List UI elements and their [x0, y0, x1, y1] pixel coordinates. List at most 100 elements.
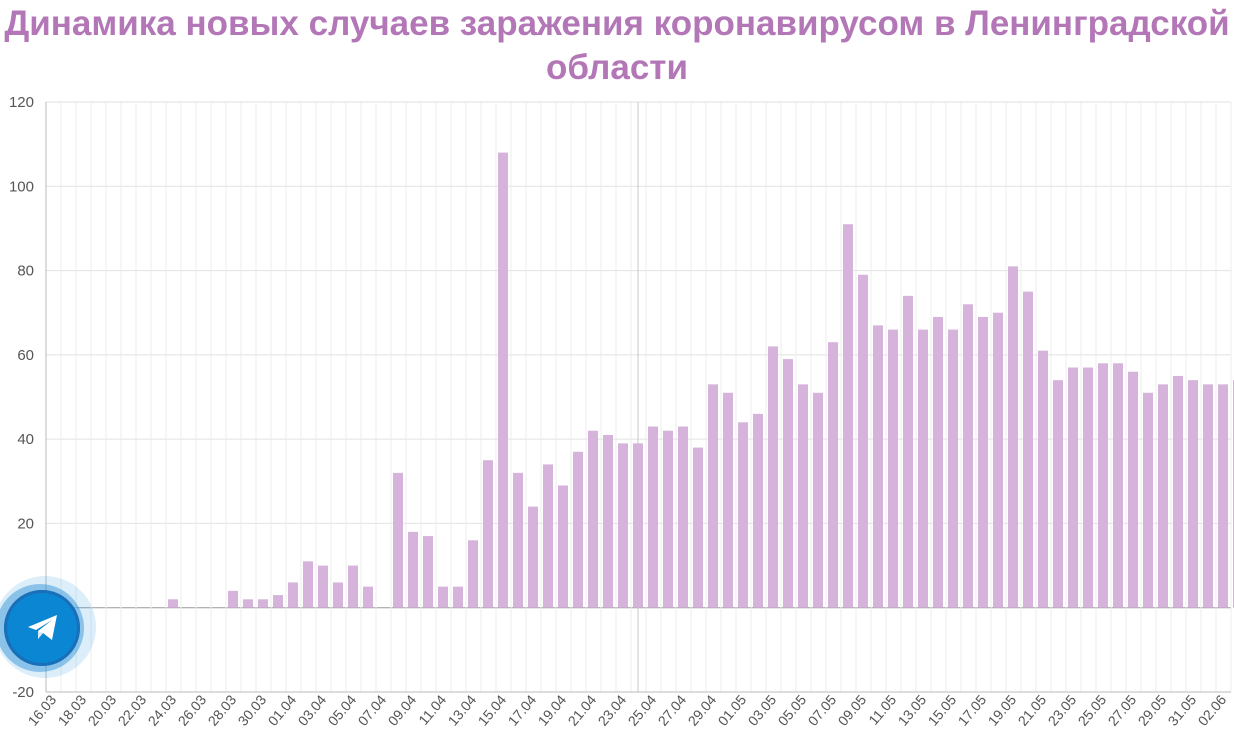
bar-28.03	[228, 590, 238, 608]
x-tick-label: 18.03	[55, 691, 90, 728]
x-tick-label: 01.04	[265, 691, 300, 728]
x-tick-label: 09.04	[385, 691, 420, 728]
bar-22.05	[1053, 380, 1063, 608]
x-tick-labels: 16.0318.0320.0322.0324.0326.0328.0330.03…	[25, 691, 1230, 728]
bar-28.04	[693, 447, 703, 608]
bar-29.03	[243, 599, 253, 608]
x-tick-label: 20.03	[85, 691, 120, 728]
x-tick-label: 24.03	[145, 691, 180, 728]
x-tick-label: 13.05	[895, 691, 930, 728]
y-tick-label: -20	[12, 684, 34, 701]
bar-05.04	[348, 565, 358, 608]
x-tick-label: 31.05	[1165, 691, 1200, 728]
x-tick-label: 01.05	[715, 691, 750, 728]
x-tick-label: 17.04	[505, 691, 540, 728]
x-tick-label: 07.05	[805, 691, 840, 728]
bar-24.05	[1083, 367, 1093, 608]
y-tick-label: 20	[17, 515, 34, 532]
x-tick-label: 02.06	[1195, 691, 1230, 728]
x-tick-label: 11.05	[865, 691, 899, 727]
bar-06.05	[813, 392, 823, 608]
x-tick-label: 03.04	[295, 691, 330, 728]
bar-17.05	[978, 316, 988, 608]
bar-12.05	[903, 295, 913, 608]
bar-13.04	[468, 540, 478, 608]
bar-01.05	[738, 422, 748, 608]
y-tick-label: 40	[17, 431, 34, 448]
bar-21.04	[588, 430, 598, 608]
x-tick-label: 17.05	[955, 691, 990, 728]
bar-20.05	[1023, 291, 1033, 608]
x-tick-label: 27.04	[655, 691, 690, 728]
bar-31.05	[1188, 380, 1198, 608]
bar-25.04	[648, 426, 658, 608]
bar-27.05	[1128, 371, 1138, 608]
bar-15.04	[498, 152, 508, 608]
bar-02.05	[753, 413, 763, 608]
bar-24.04	[633, 443, 643, 608]
y-tick-label: 100	[9, 178, 34, 195]
x-tick-label: 26.03	[175, 691, 210, 728]
bar-15.05	[948, 329, 958, 608]
x-tick-label: 23.05	[1045, 691, 1080, 728]
x-tick-label: 05.04	[325, 691, 360, 728]
bar-27.04	[678, 426, 688, 608]
x-tick-label: 28.03	[205, 691, 240, 728]
x-tick-label: 03.05	[745, 691, 780, 728]
bar-04.05	[783, 359, 793, 608]
x-tick-label: 13.04	[445, 691, 480, 728]
bar-06.04	[363, 586, 373, 608]
x-tick-label: 29.05	[1135, 691, 1170, 728]
bar-29.05	[1158, 384, 1168, 608]
y-tick-label: 80	[17, 263, 34, 280]
bar-26.04	[663, 430, 673, 608]
x-tick-label: 21.05	[1015, 691, 1050, 728]
bar-24.03	[168, 599, 178, 608]
bar-18.04	[543, 464, 553, 608]
x-tick-label: 21.04	[565, 691, 600, 728]
bar-26.05	[1113, 363, 1123, 608]
bar-23.04	[618, 443, 628, 608]
x-tick-label: 09.05	[835, 691, 870, 728]
x-tick-label: 25.05	[1075, 691, 1110, 728]
x-tick-label: 22.03	[115, 691, 150, 728]
bar-14.04	[483, 460, 493, 608]
x-tick-label: 23.04	[595, 691, 630, 728]
bar-01.06	[1203, 384, 1213, 608]
bar-04.04	[333, 582, 343, 608]
x-tick-label: 29.04	[685, 691, 720, 728]
bar-19.05	[1008, 266, 1018, 608]
bar-10.05	[873, 325, 883, 608]
bar-08.05	[843, 224, 853, 608]
bar-22.04	[603, 434, 613, 608]
bar-20.04	[573, 451, 583, 608]
bar-07.05	[828, 342, 838, 608]
bar-02.04	[303, 561, 313, 608]
x-tick-label: 27.05	[1105, 691, 1140, 728]
bar-11.04	[438, 586, 448, 608]
x-tick-label: 19.04	[535, 691, 570, 728]
bar-30.04	[723, 392, 733, 608]
x-tick-label: 15.05	[925, 691, 960, 728]
y-tick-label: 60	[17, 347, 34, 364]
x-tick-label: 15.04	[475, 691, 510, 728]
bar-16.04	[513, 472, 523, 608]
bar-13.05	[918, 329, 928, 608]
bar-10.04	[423, 536, 433, 608]
bar-09.05	[858, 274, 868, 608]
bar-29.04	[708, 384, 718, 608]
telegram-paper-plane-icon	[28, 615, 57, 640]
x-tick-label: 30.03	[235, 691, 270, 728]
x-tick-label: 25.04	[625, 691, 660, 728]
bar-30.05	[1173, 375, 1183, 608]
chart-title: Динамика новых случаев заражения коронав…	[4, 4, 1230, 87]
bar-28.05	[1143, 392, 1153, 608]
bar-03.05	[768, 346, 778, 608]
bar-25.05	[1098, 363, 1108, 608]
bar-18.05	[993, 312, 1003, 608]
bar-21.05	[1038, 350, 1048, 608]
telegram-button[interactable]	[0, 576, 96, 678]
x-tick-label: 07.04	[355, 691, 390, 728]
bar-12.04	[453, 586, 463, 608]
